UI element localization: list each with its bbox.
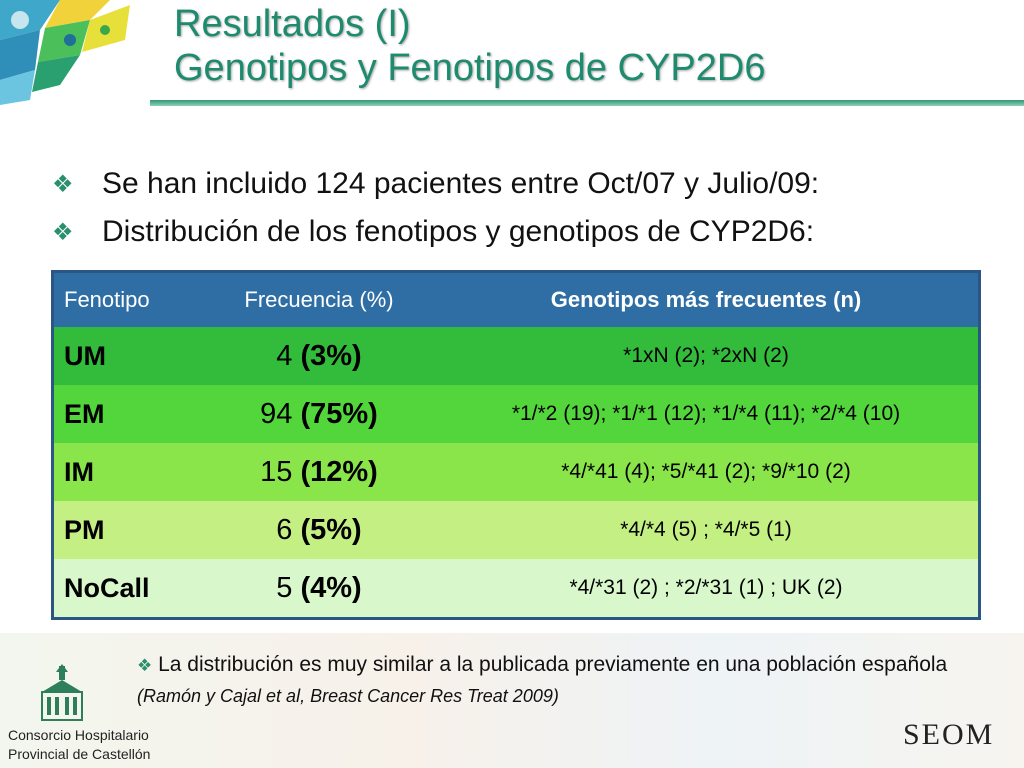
- table-row: PM 6 (5%) *4/*4 (5) ; *4/*5 (1): [52, 501, 980, 559]
- bullet-list: ❖ Se han incluido 124 pacientes entre Oc…: [52, 160, 1002, 256]
- cell-fenotipo: PM: [64, 514, 105, 545]
- diamond-bullet-icon: ❖: [52, 218, 74, 246]
- footnote-text: La distribución es muy similar a la publ…: [158, 653, 948, 676]
- table-row: IM 15 (12%) *4/*41 (4); *5/*41 (2); *9/*…: [52, 443, 980, 501]
- hospital-name-line-1: Consorcio Hospitalario: [8, 727, 149, 743]
- cell-frecuencia: 15 (12%): [204, 443, 434, 501]
- bullet-item: ❖ Se han incluido 124 pacientes entre Oc…: [52, 160, 1002, 208]
- citation-text: Ramón y Cajal et al, Breast Cancer Res T…: [143, 686, 553, 706]
- footnote: ❖ La distribución es muy similar a la pu…: [137, 650, 997, 711]
- cell-pct: (3%): [300, 339, 362, 372]
- diamond-bullet-icon: ❖: [52, 170, 74, 198]
- footer-background: [0, 633, 1024, 768]
- cell-genotipos: *4/*41 (4); *5/*41 (2); *9/*10 (2): [561, 460, 851, 483]
- cell-n: 94: [260, 397, 293, 430]
- cell-genotipos: *1/*2 (19); *1/*1 (12); *1/*4 (11); *2/*…: [511, 402, 901, 425]
- title-line-1: Resultados (I): [174, 3, 411, 45]
- hospital-logo-text: Consorcio Hospitalario Provincial de Cas…: [8, 726, 150, 764]
- hospital-building-icon: [41, 664, 83, 721]
- table-row: EM 94 (75%) *1/*2 (19); *1/*1 (12); *1/*…: [52, 385, 980, 443]
- cell-n: 5: [276, 571, 293, 604]
- title-divider: [150, 100, 1024, 106]
- cell-fenotipo: UM: [64, 340, 106, 371]
- cell-frecuencia: 94 (75%): [204, 385, 434, 443]
- cell-n: 15: [260, 455, 293, 488]
- cell-genotipos: *4/*4 (5) ; *4/*5 (1): [620, 518, 792, 541]
- cell-genotipos: *4/*31 (2) ; *2/*31 (1) ; UK (2): [569, 576, 843, 599]
- cell-pct: (75%): [300, 397, 378, 430]
- hospital-name-line-2: Provincial de Castellón: [8, 746, 151, 762]
- cell-frecuencia: 6 (5%): [204, 501, 434, 559]
- title-line-2: Genotipos y Fenotipos de CYP2D6: [174, 47, 766, 89]
- cell-pct: (12%): [300, 455, 378, 488]
- header-fenotipo: Fenotipo: [52, 271, 204, 327]
- cell-frecuencia: 4 (3%): [204, 327, 434, 385]
- cell-pct: (4%): [300, 571, 362, 604]
- table-header-row: Fenotipo Frecuencia (%) Genotipos más fr…: [52, 271, 980, 327]
- bullet-text: Se han incluido 124 pacientes entre Oct/…: [102, 167, 820, 200]
- slide-title: Resultados (I) Genotipos y Fenotipos de …: [174, 2, 765, 90]
- mosaic-decoration: [0, 0, 150, 105]
- cell-fenotipo: EM: [64, 398, 105, 429]
- header-frecuencia: Frecuencia (%): [204, 271, 434, 327]
- table-row: NoCall 5 (4%) *4/*31 (2) ; *2/*31 (1) ; …: [52, 559, 980, 619]
- cell-frecuencia: 5 (4%): [204, 559, 434, 619]
- cell-n: 4: [276, 339, 293, 372]
- cell-fenotipo: IM: [64, 456, 94, 487]
- header-genotipos: Genotipos más frecuentes (n): [434, 271, 980, 327]
- cell-genotipos: *1xN (2); *2xN (2): [623, 344, 789, 367]
- cell-fenotipo: NoCall: [64, 572, 150, 603]
- footnote-citation: (Ramón y Cajal et al, Breast Cancer Res …: [137, 686, 559, 706]
- cell-pct: (5%): [300, 513, 362, 546]
- diamond-bullet-icon: ❖: [137, 656, 153, 675]
- bullet-text: Distribución de los fenotipos y genotipo…: [102, 215, 815, 248]
- table-row: UM 4 (3%) *1xN (2); *2xN (2): [52, 327, 980, 385]
- cell-n: 6: [276, 513, 293, 546]
- seom-logo: SEOM: [903, 718, 995, 751]
- phenotype-table: Fenotipo Frecuencia (%) Genotipos más fr…: [51, 270, 981, 620]
- bullet-item: ❖ Distribución de los fenotipos y genoti…: [52, 208, 1002, 256]
